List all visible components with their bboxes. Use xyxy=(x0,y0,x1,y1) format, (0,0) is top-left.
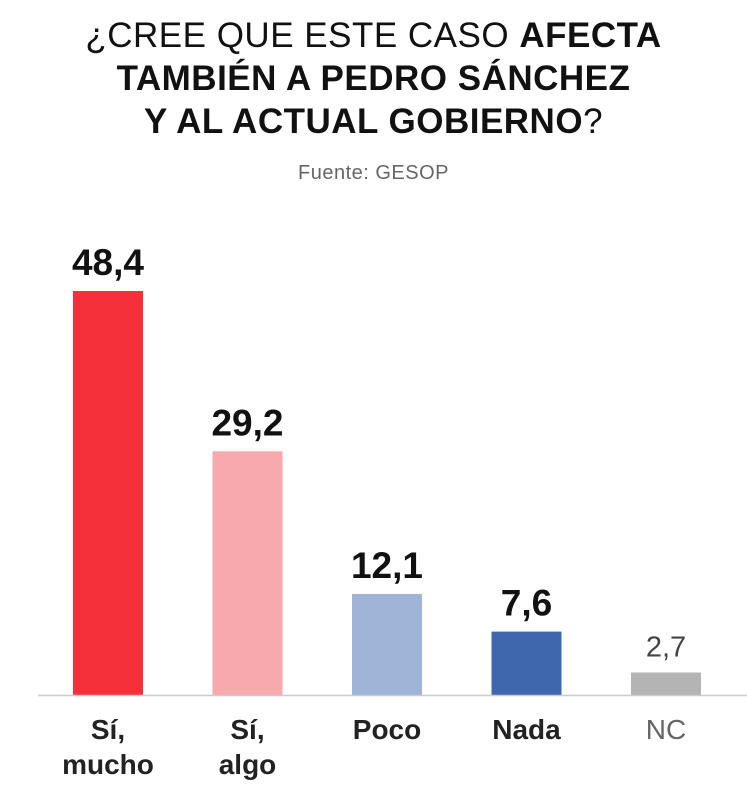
title-line-1: ¿CREE QUE ESTE CASO AFECTA xyxy=(85,16,662,55)
value-label-0: 48,4 xyxy=(72,242,144,283)
bar-3 xyxy=(491,631,562,695)
value-label-1: 29,2 xyxy=(211,402,283,443)
category-label-0: Sí, mucho xyxy=(62,714,154,780)
category-label-1: Sí, algo xyxy=(218,714,277,780)
bar-4 xyxy=(631,672,701,695)
bar-1 xyxy=(212,451,283,695)
title-line-3: Y AL ACTUAL GOBIERNO? xyxy=(143,102,604,141)
bar-0 xyxy=(73,291,143,695)
chart-title: ¿CREE QUE ESTE CASO AFECTA TAMBIÉN A PED… xyxy=(0,14,747,143)
title-line-2: TAMBIÉN A PEDRO SÁNCHEZ xyxy=(116,59,631,98)
chart-source: Fuente: GESOP xyxy=(297,162,449,184)
value-label-2: 12,1 xyxy=(351,545,423,586)
category-label-4: NC xyxy=(645,714,687,745)
bar-2 xyxy=(352,594,422,695)
category-label-2: Poco xyxy=(352,714,422,745)
category-label-3: Nada xyxy=(492,714,561,745)
value-label-4: 2,7 xyxy=(646,632,686,664)
value-label-3: 7,6 xyxy=(501,583,552,624)
